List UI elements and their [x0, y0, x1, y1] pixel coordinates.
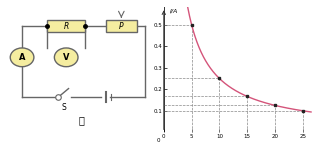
Text: P: P [119, 22, 124, 31]
Text: 0: 0 [157, 138, 160, 143]
Text: R: R [64, 22, 69, 31]
FancyBboxPatch shape [106, 20, 137, 32]
Circle shape [10, 48, 34, 67]
Text: 甲: 甲 [79, 115, 85, 125]
Text: S: S [61, 103, 66, 112]
FancyBboxPatch shape [47, 20, 85, 32]
Circle shape [55, 48, 78, 67]
Text: V: V [63, 53, 69, 62]
Text: I/A: I/A [169, 8, 178, 13]
Text: A: A [19, 53, 25, 62]
